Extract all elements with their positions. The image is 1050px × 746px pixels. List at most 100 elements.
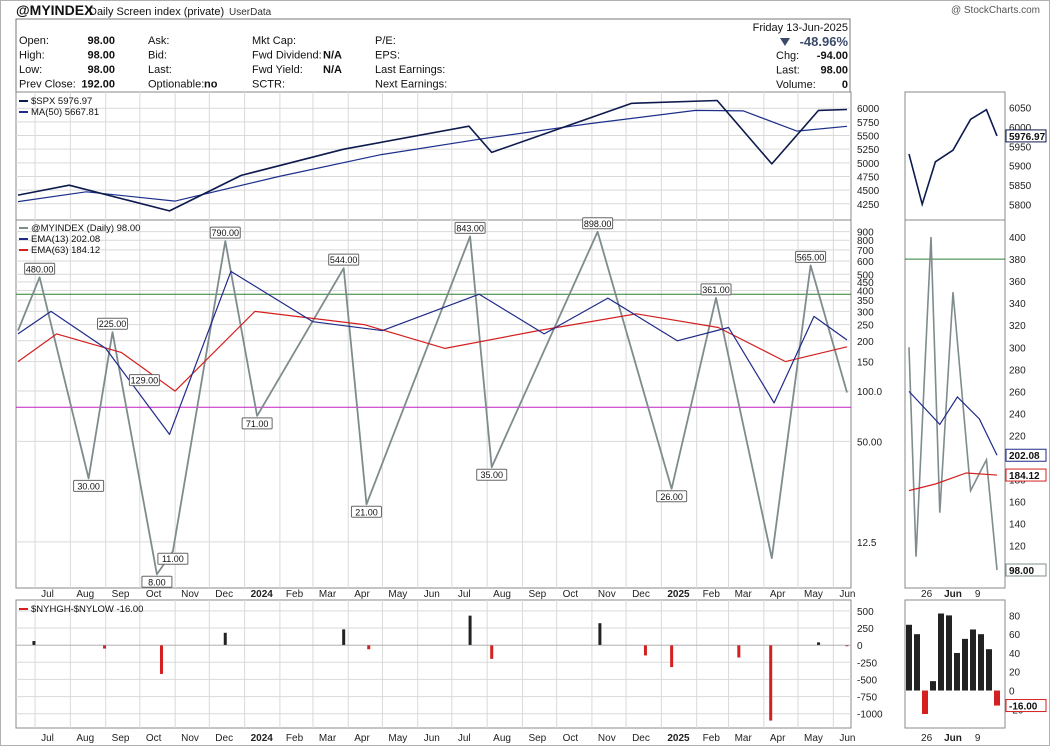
- zoom-panel-frame: [904, 599, 1006, 729]
- quote-value: 0: [842, 79, 848, 91]
- zoom-y-tick: 5850: [1009, 181, 1032, 192]
- annotation-box: [700, 283, 732, 296]
- x-tick-label: Feb: [286, 733, 304, 744]
- annotation-label: 129.00: [131, 376, 159, 386]
- y-tick-label: 100.0: [857, 387, 882, 398]
- main-panel-frame: [15, 219, 852, 589]
- chart-subtitle: Daily Screen index (private): [89, 6, 224, 18]
- zoom-x-tick: 9: [975, 733, 981, 744]
- y-tick-label: 0: [857, 641, 863, 652]
- quote-label: Last:: [148, 64, 172, 76]
- annotation-label: 361.00: [702, 285, 730, 295]
- zoom-y-tick: 20: [1009, 668, 1021, 679]
- y-tick-label: 5500: [857, 132, 880, 143]
- zoom-y-tick: 400: [1009, 233, 1026, 244]
- nyhgh-nylow-bar: [103, 645, 107, 649]
- quote-label: Ask:: [148, 35, 169, 47]
- annotation-box: [656, 490, 688, 503]
- quote-value: 98.00: [820, 65, 848, 77]
- plot-layer: 480.00 225.00 129.00 30.00 8.00 11.00 790.00 71…: [16, 99, 1005, 721]
- zoom-y-tick: 6000: [1009, 123, 1032, 134]
- annotation-box: [209, 226, 241, 239]
- x-tick-label: Feb: [703, 733, 721, 744]
- y-tick-label: 450: [857, 278, 874, 289]
- last-value-text: 98.00: [1009, 566, 1034, 577]
- zoom-y-tick: 80: [1009, 611, 1021, 622]
- legend-label: MA(50) 5667.81: [31, 107, 99, 118]
- main-panel-frame: [15, 599, 852, 729]
- x-tick-label: Jul: [41, 733, 54, 744]
- quote-value: N/A: [323, 64, 342, 76]
- y-tick-label: 350: [857, 296, 874, 307]
- nyhgh-nylow-bar: [159, 645, 163, 674]
- zoom-y-tick: 360: [1009, 277, 1026, 288]
- quote-label: Fwd Dividend:: [252, 50, 322, 62]
- y-tick-label: 4500: [857, 186, 880, 197]
- x-tick-label: Oct: [563, 733, 579, 744]
- y-tick-label: 400: [857, 286, 874, 297]
- zoom-bar: [970, 629, 976, 691]
- annotation-label: 35.00: [480, 470, 503, 480]
- y-tick-label: -1000: [857, 710, 883, 721]
- last-value-tag: [1005, 699, 1047, 713]
- nyhgh-nylow-bar: [769, 645, 773, 721]
- annotation-box: [73, 479, 105, 492]
- annotation-label: 26.00: [660, 492, 683, 502]
- quote-label: Open:: [19, 35, 49, 47]
- x-tick-label: May: [804, 733, 823, 744]
- quote-label: Chg:: [776, 50, 799, 62]
- myindex-line: [17, 230, 848, 576]
- y-tick-label: 50.00: [857, 437, 882, 448]
- quote-label: Last:: [776, 65, 800, 77]
- y-tick-label: 500: [857, 607, 874, 618]
- last-value-tag: [1005, 563, 1047, 577]
- x-tick-label: Dec: [215, 589, 233, 600]
- zoom-y-tick: 260: [1009, 387, 1026, 398]
- quote-label: Next Earnings:: [375, 79, 447, 91]
- annotation-box: [24, 262, 56, 275]
- copyright: @ StockCharts.com: [951, 5, 1040, 16]
- x-tick-label: Feb: [286, 589, 304, 600]
- spx-line: [17, 99, 848, 212]
- x-tick-label: Apr: [354, 589, 370, 600]
- x-tick-label: Jul: [458, 589, 471, 600]
- annotation-label: 11.00: [162, 554, 184, 564]
- last-value-text: 184.12: [1009, 471, 1040, 482]
- quote-label: SCTR:: [252, 79, 285, 91]
- x-tick-label: Jul: [458, 733, 471, 744]
- nyhgh-nylow-bar: [490, 645, 494, 659]
- zoom-bar: [922, 690, 928, 714]
- zoom-y-tick: 5950: [1009, 142, 1032, 153]
- zoom-bar: [986, 649, 992, 691]
- annotation-box: [582, 217, 614, 230]
- legend-label: @MYINDEX (Daily) 98.00: [31, 223, 140, 234]
- change-percent: -48.96%: [800, 34, 849, 49]
- legend-label: EMA(13) 202.08: [31, 234, 100, 245]
- zoom-x-tick: 26: [921, 733, 933, 744]
- x-tick-label: Jun: [839, 733, 855, 744]
- y-tick-label: 200: [857, 337, 874, 348]
- quote-value: 98.00: [87, 35, 115, 47]
- y-tick-label: 600: [857, 257, 874, 268]
- zoom-bar: [946, 615, 952, 691]
- annotation-box: [128, 374, 160, 387]
- userdata-label: UserData: [229, 7, 272, 18]
- zoom-panel-frame: [904, 219, 1006, 589]
- quote-value: 192.00: [81, 79, 115, 91]
- y-tick-label: 12.5: [857, 538, 877, 549]
- zoom-y-tick: 320: [1009, 321, 1026, 332]
- annotation-label: 30.00: [77, 481, 100, 491]
- x-tick-label: Jun: [424, 589, 440, 600]
- last-value-text: 202.08: [1009, 451, 1040, 462]
- annotation-box: [350, 505, 382, 518]
- x-tick-label: Feb: [703, 589, 721, 600]
- x-tick-label: Aug: [76, 733, 94, 744]
- zoom-y-tick: 5800: [1009, 200, 1032, 211]
- nyhgh-nylow-bar: [817, 642, 821, 646]
- quote-label: Low:: [19, 64, 42, 76]
- zoom-bar: [994, 690, 1000, 706]
- y-tick-label: 250: [857, 321, 874, 332]
- annotation-label: 544.00: [330, 255, 358, 265]
- annotation-box: [328, 253, 360, 266]
